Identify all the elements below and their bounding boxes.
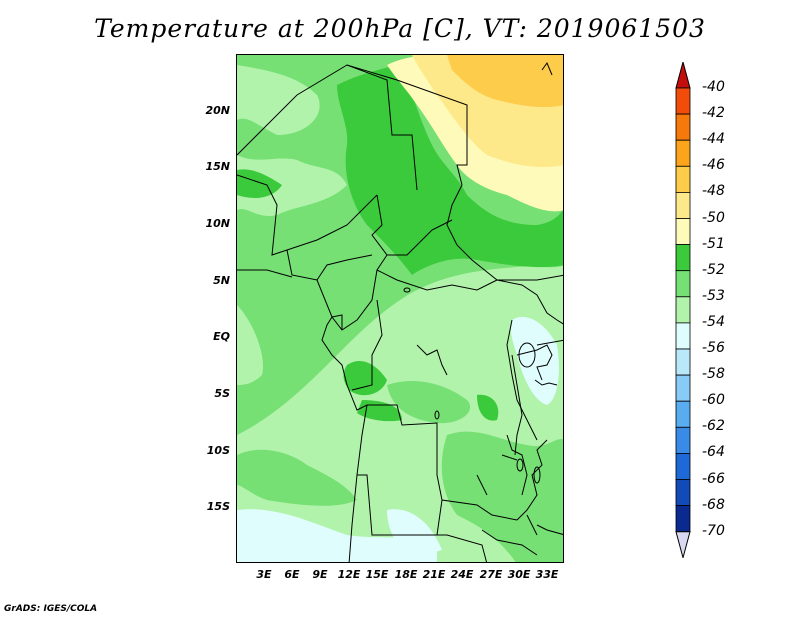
- lat-label: 10S: [206, 444, 230, 457]
- lon-label: 30E: [507, 568, 531, 581]
- lat-label: 15S: [206, 500, 230, 513]
- colorbar-cell: [675, 244, 691, 272]
- light-green-fill: [441, 431, 563, 562]
- colorbar-bottom-arrow: [675, 531, 691, 558]
- lat-label: EQ: [213, 330, 230, 343]
- lake-outlines: [403, 61, 558, 536]
- colorbar-cell: [675, 479, 691, 507]
- colorbar-cell: [675, 218, 691, 246]
- colorbar-cell: [675, 270, 691, 298]
- colorbar-cell: [675, 452, 691, 480]
- colorbar-label: -50: [702, 209, 725, 226]
- light-green-fill: [237, 449, 357, 506]
- lon-label: 6E: [284, 568, 300, 581]
- colorbar-label: -51: [702, 235, 725, 252]
- lon-label: 3E: [256, 568, 272, 581]
- temperature-map: [236, 54, 564, 563]
- lon-label: 15E: [365, 568, 389, 581]
- colorbar-label: -53: [702, 287, 725, 304]
- cyan-fill: [237, 509, 437, 562]
- colorbar-svg: [675, 62, 691, 558]
- lat-label: 10N: [205, 217, 230, 230]
- colorbar-label: -40: [702, 79, 725, 95]
- colorbar-label: -56: [702, 340, 725, 356]
- country-borders: [237, 64, 563, 562]
- pale-green-fill: [237, 65, 320, 135]
- lon-label: 27E: [479, 568, 503, 581]
- colorbar-label: -44: [702, 131, 725, 148]
- colorbar-cell: [675, 374, 691, 402]
- cyan-fill: [510, 316, 559, 405]
- colorbar-label: -62: [702, 418, 725, 435]
- gold-fill: [447, 55, 563, 108]
- colorbar-label: -52: [702, 261, 725, 278]
- colorbar-cell: [675, 400, 691, 428]
- colorbar-label: -46: [702, 157, 725, 174]
- colorbar-cell: [675, 505, 691, 533]
- colorbar-label: -58: [702, 366, 725, 383]
- lat-label: 5N: [213, 274, 230, 287]
- colorbar-cell: [675, 191, 691, 219]
- colorbar-label: -60: [702, 392, 725, 409]
- pale-green-fill: [237, 305, 263, 385]
- colorbar-label: -54: [702, 313, 725, 330]
- lon-label: 24E: [450, 568, 474, 581]
- green-fill: [237, 169, 282, 198]
- colorbar-cell: [675, 426, 691, 454]
- colorbar-cell: [675, 165, 691, 193]
- colorbar-cell: [675, 322, 691, 350]
- green-fill: [477, 394, 499, 421]
- lat-label: 15N: [205, 160, 230, 173]
- colorbar-cell: [675, 113, 691, 141]
- colorbar-label: -48: [702, 183, 725, 200]
- lon-label: 18E: [394, 568, 418, 581]
- colorbar-label: -68: [702, 496, 725, 513]
- lon-label: 12E: [337, 568, 361, 581]
- colorbar-cell: [675, 87, 691, 115]
- colorbar-label: -66: [702, 470, 725, 487]
- pale-green-fill: [237, 155, 347, 217]
- grads-credit: GrADS: IGES/COLA: [4, 604, 98, 614]
- colorbar-label: -64: [702, 444, 725, 461]
- light-green-fill: [387, 380, 471, 424]
- colorbar-cell: [675, 296, 691, 324]
- colorbar-label: -42: [702, 105, 725, 122]
- chart-title: Temperature at 200hPa [C], VT: 201906150…: [94, 14, 706, 43]
- colorbar-cell: [675, 139, 691, 167]
- green-fill: [337, 65, 563, 275]
- colorbar-cell: [675, 348, 691, 376]
- map-canvas: [237, 55, 563, 562]
- colorbar-label: -70: [702, 522, 725, 539]
- lon-label: 9E: [312, 568, 328, 581]
- lat-label: 20N: [205, 104, 230, 117]
- lat-label: 5S: [214, 387, 230, 400]
- colorbar-top-arrow: [675, 62, 691, 89]
- green-fill: [343, 360, 387, 396]
- lon-label: 21E: [422, 568, 446, 581]
- lon-label: 33E: [535, 568, 559, 581]
